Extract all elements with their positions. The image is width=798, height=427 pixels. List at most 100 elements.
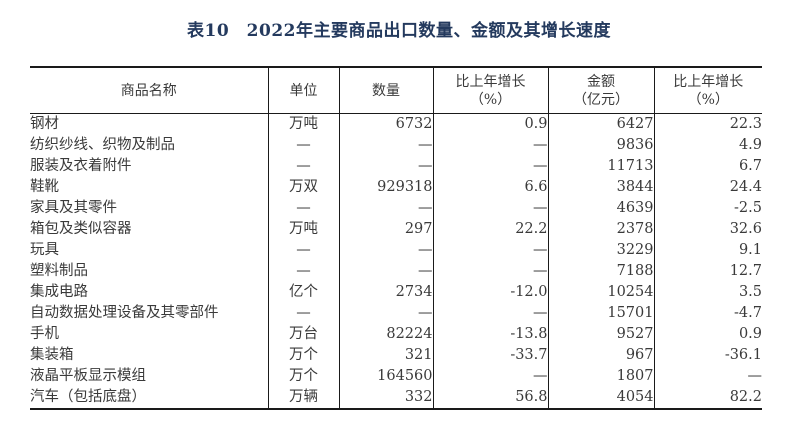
col-header-amount-growth-line2: （%） (687, 91, 729, 108)
table-body: 钢材 万吨 6732 0.9 6427 22.3 纺织纱线、织物及制品 — — —9836 4.9 服… (30, 113, 762, 409)
quantity-growth-cell: — (433, 303, 549, 324)
table-row: 鞋靴 万双 929318 6.6 3844 24.4 (30, 177, 762, 198)
quantity-growth-cell: 22.2 (433, 219, 549, 240)
quantity-cell: — (339, 135, 434, 156)
col-header-unit-label: 单位 (289, 82, 318, 99)
amount-growth-cell: 6.7 (738, 158, 762, 174)
unit-cell: — (268, 261, 340, 282)
quantity-growth-cell: — (433, 261, 549, 282)
product-name-cell: 塑料制品 (30, 261, 269, 282)
quantity-cell: 2734 (339, 282, 434, 303)
export-commodities-table: 商品名称 单位 数量 比上年增长 （%） 金额 （亿元） 比上年增长 （%） 钢… (30, 66, 762, 410)
quantity-cell: 332 (339, 387, 434, 409)
quantity-cell: — (339, 240, 434, 261)
quantity-cell: 164560 (339, 366, 434, 387)
page-title: 表10 2022年主要商品出口数量、金额及其增长速度 (187, 21, 611, 41)
table-row: 家具及其零件 — — —4639 -2.5 (30, 198, 762, 219)
product-name-cell: 钢材 (30, 113, 269, 135)
product-name-cell: 家具及其零件 (30, 198, 269, 219)
amount-growth-cell: — (747, 368, 763, 384)
table-row: 钢材 万吨 6732 0.9 6427 22.3 (30, 113, 762, 135)
product-name-cell: 手机 (30, 324, 269, 345)
unit-cell: 万台 (268, 324, 340, 345)
unit-cell: 万吨 (268, 113, 340, 135)
quantity-cell: 82224 (339, 324, 434, 345)
col-header-quantity: 数量 (339, 67, 434, 114)
unit-cell: — (268, 240, 340, 261)
unit-cell: 万个 (268, 345, 340, 366)
col-header-product-label: 商品名称 (120, 82, 177, 99)
amount-cell: 15701 (548, 303, 655, 324)
unit-cell: — (268, 303, 340, 324)
amount-cell: 1807 (548, 366, 655, 387)
col-header-unit: 单位 (268, 67, 340, 114)
header-row: 商品名称 单位 数量 比上年增长 （%） 金额 （亿元） 比上年增长 （%） (30, 67, 762, 114)
amount-cell: 2378 (548, 219, 655, 240)
table-row: 自动数据处理设备及其零部件 — — —15701 -4.7 (30, 303, 762, 324)
unit-cell: 万吨 (268, 219, 340, 240)
unit-cell: 万辆 (268, 387, 340, 409)
amount-growth-cell: 3.5 (738, 284, 762, 300)
amount-growth-cell: 82.2 (729, 389, 762, 405)
table-row: 玩具 — — —3229 9.1 (30, 240, 762, 261)
amount-growth-cell: -2.5 (734, 200, 762, 216)
col-header-amount-growth: 比上年增长 （%） (654, 67, 762, 114)
product-name-cell: 鞋靴 (30, 177, 269, 198)
product-name-cell: 集装箱 (30, 345, 269, 366)
quantity-cell: — (339, 303, 434, 324)
amount-cell: 3844 (548, 177, 655, 198)
amount-cell: 4054 (548, 387, 655, 409)
quantity-growth-cell: — (433, 156, 549, 177)
amount-growth-cell: 0.9 (738, 326, 762, 342)
table-row: 液晶平板显示模组 万个 164560—1807— (30, 366, 762, 387)
quantity-growth-cell: — (433, 366, 549, 387)
amount-cell: 9836 (548, 135, 655, 156)
product-name-cell: 箱包及类似容器 (30, 219, 269, 240)
col-header-product: 商品名称 (30, 67, 269, 114)
quantity-cell: — (339, 261, 434, 282)
table-row: 汽车（包括底盘） 万辆 332 56.8 4054 82.2 (30, 387, 762, 409)
quantity-growth-cell: -13.8 (433, 324, 549, 345)
col-header-quantity-growth: 比上年增长 （%） (433, 67, 549, 114)
product-name-cell: 服装及衣着附件 (30, 156, 269, 177)
quantity-growth-cell: 0.9 (433, 113, 549, 135)
unit-cell: — (268, 156, 340, 177)
amount-growth-cell: -36.1 (724, 347, 762, 363)
amount-growth-cell: 32.6 (729, 221, 762, 237)
unit-cell: — (268, 198, 340, 219)
product-name-cell: 自动数据处理设备及其零部件 (30, 303, 269, 324)
col-header-amount-line2: （亿元） (573, 91, 629, 108)
table-row: 纺织纱线、织物及制品 — — —9836 4.9 (30, 135, 762, 156)
quantity-cell: — (339, 156, 434, 177)
col-header-quantity-label: 数量 (372, 82, 400, 99)
quantity-cell: 6732 (339, 113, 434, 135)
quantity-growth-cell: — (433, 135, 549, 156)
col-header-amount-growth-line1: 比上年增长 (673, 73, 744, 90)
amount-cell: 3229 (548, 240, 655, 261)
unit-cell: 万个 (268, 366, 340, 387)
table-row: 服装及衣着附件 — — —11713 6.7 (30, 156, 762, 177)
col-header-amount: 金额 （亿元） (548, 67, 655, 114)
unit-cell: 亿个 (268, 282, 340, 303)
table-row: 塑料制品 — — —7188 12.7 (30, 261, 762, 282)
product-name-cell: 汽车（包括底盘） (30, 387, 269, 409)
table-row: 集装箱 万个 321 -33.7 967 -36.1 (30, 345, 762, 366)
quantity-growth-cell: 6.6 (433, 177, 549, 198)
amount-growth-cell: -4.7 (734, 305, 762, 321)
quantity-growth-cell: — (433, 198, 549, 219)
quantity-growth-cell: 56.8 (433, 387, 549, 409)
product-name-cell: 纺织纱线、织物及制品 (30, 135, 269, 156)
amount-growth-cell: 4.9 (738, 137, 762, 153)
quantity-cell: 929318 (339, 177, 434, 198)
col-header-amount-line1: 金额 (587, 73, 615, 90)
table-row: 箱包及类似容器 万吨 297 22.2 2378 32.6 (30, 219, 762, 240)
quantity-growth-cell: — (433, 240, 549, 261)
amount-cell: 11713 (548, 156, 655, 177)
quantity-cell: 321 (339, 345, 434, 366)
amount-cell: 6427 (548, 113, 655, 135)
product-name-cell: 集成电路 (30, 282, 269, 303)
unit-cell: 万双 (268, 177, 340, 198)
amount-cell: 967 (548, 345, 655, 366)
product-name-cell: 玩具 (30, 240, 269, 261)
quantity-growth-cell: -12.0 (433, 282, 549, 303)
